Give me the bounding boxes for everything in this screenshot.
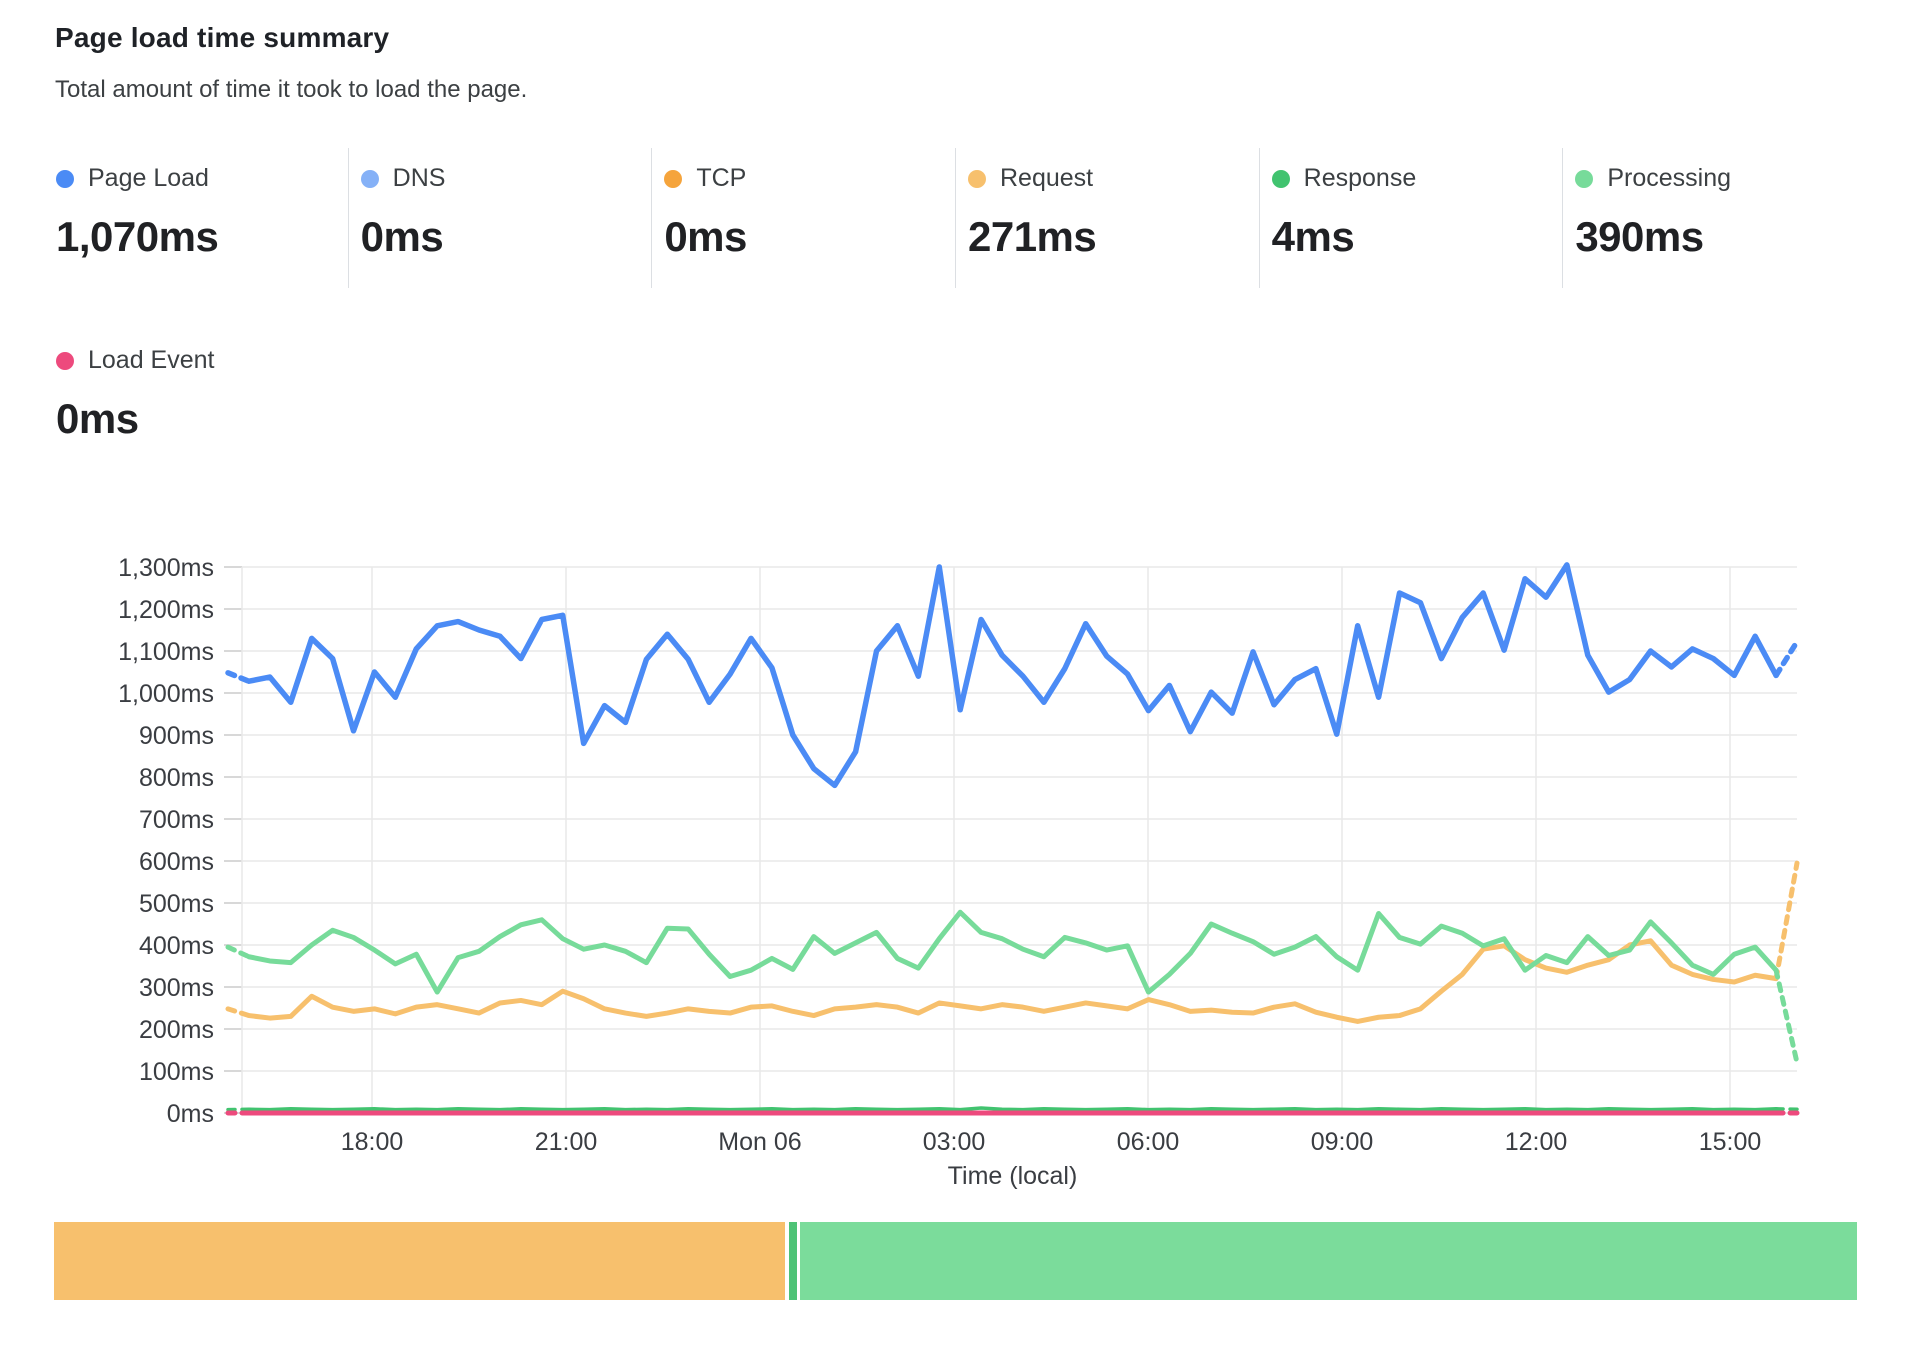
y-axis-label: 200ms — [139, 1016, 214, 1044]
metric-value: 4ms — [1271, 213, 1355, 260]
metric-value: 1,070ms — [56, 213, 219, 260]
metric-value: 271ms — [967, 213, 1097, 260]
metric-value: 390ms — [1575, 213, 1704, 260]
series-page-load-dash — [225, 670, 252, 684]
page-title: Page load time summary — [55, 22, 390, 53]
metric-value: 0ms — [664, 213, 747, 260]
processing-dot-icon — [1575, 169, 1594, 188]
metric-tcp: TCP 0ms — [651, 148, 955, 288]
metric-label: Processing — [1607, 164, 1731, 192]
bar-segment-request — [54, 1222, 786, 1300]
metric-label: Page Load — [88, 164, 209, 192]
metric-value: 0ms — [56, 395, 139, 442]
metric-label: TCP — [696, 164, 747, 192]
bar-segment-processing — [800, 1222, 1857, 1300]
metric-load-event: Load Event 0ms — [44, 330, 344, 443]
x-axis-label: 06:00 — [1117, 1128, 1180, 1156]
metric-response: Response 4ms — [1258, 148, 1563, 288]
metric-request: Request 271ms — [954, 148, 1259, 288]
tcp-dot-icon — [664, 169, 683, 188]
series-request-line — [246, 938, 1779, 1024]
bar-segment-response — [788, 1222, 798, 1300]
y-axis-label: 600ms — [139, 848, 214, 876]
load-event-dot-icon — [56, 351, 74, 370]
metric-page-load: Page Load 1,070ms — [44, 148, 348, 288]
y-axis-label: 100ms — [139, 1058, 214, 1086]
metric-label: Response — [1303, 164, 1417, 192]
metrics-legend-row: Page Load 1,070ms DNS 0ms TCP 0ms Reques… — [44, 148, 1866, 288]
metric-label: DNS — [392, 164, 446, 192]
y-axis-label: 400ms — [139, 932, 214, 960]
series-page-load-line — [246, 562, 1779, 789]
x-axis-label: 12:00 — [1505, 1128, 1568, 1156]
series-request-dash — [1773, 860, 1800, 982]
series-page-load-dash — [1773, 639, 1800, 679]
dns-dot-icon — [360, 169, 379, 188]
y-axis-label: 0ms — [167, 1100, 214, 1128]
page-load-dot-icon — [56, 169, 74, 188]
chart-header: Page load time summary Total amount of t… — [55, 22, 527, 104]
request-dot-icon — [967, 169, 986, 188]
metric-label: Request — [999, 164, 1094, 192]
metric-value: 0ms — [360, 213, 444, 260]
x-axis-label: 03:00 — [923, 1128, 986, 1156]
series-response-line — [247, 1106, 1778, 1112]
y-axis-label: 1,000ms — [118, 680, 214, 708]
x-axis-label: 15:00 — [1699, 1128, 1762, 1156]
x-axis-label: 18:00 — [341, 1128, 404, 1156]
metric-label: Load Event — [88, 346, 215, 374]
y-axis-label: 300ms — [139, 974, 214, 1002]
load-distribution-bar — [54, 1222, 1857, 1300]
metric-dns: DNS 0ms — [347, 148, 652, 288]
metric-processing: Processing 390ms — [1562, 148, 1866, 288]
x-axis-label: 21:00 — [535, 1128, 598, 1156]
y-axis-label: 1,200ms — [118, 596, 214, 624]
series-processing-dash — [225, 944, 252, 960]
response-dot-icon — [1271, 169, 1290, 188]
y-axis-label: 700ms — [139, 806, 214, 834]
y-axis-label: 500ms — [139, 890, 214, 918]
x-axis-label: 09:00 — [1311, 1128, 1374, 1156]
x-axis-title: Time (local) — [948, 1162, 1078, 1190]
x-axis-label: Mon 06 — [718, 1128, 801, 1156]
page-subtitle: Total amount of time it took to load the… — [55, 76, 528, 103]
series-request-dash — [225, 1006, 252, 1019]
y-axis-label: 900ms — [139, 722, 214, 750]
series-processing-line — [246, 909, 1779, 995]
y-axis-label: 800ms — [139, 764, 214, 792]
series-processing-dash — [1773, 967, 1800, 1066]
y-axis-label: 1,100ms — [118, 638, 214, 666]
y-axis-label: 1,300ms — [118, 554, 214, 582]
